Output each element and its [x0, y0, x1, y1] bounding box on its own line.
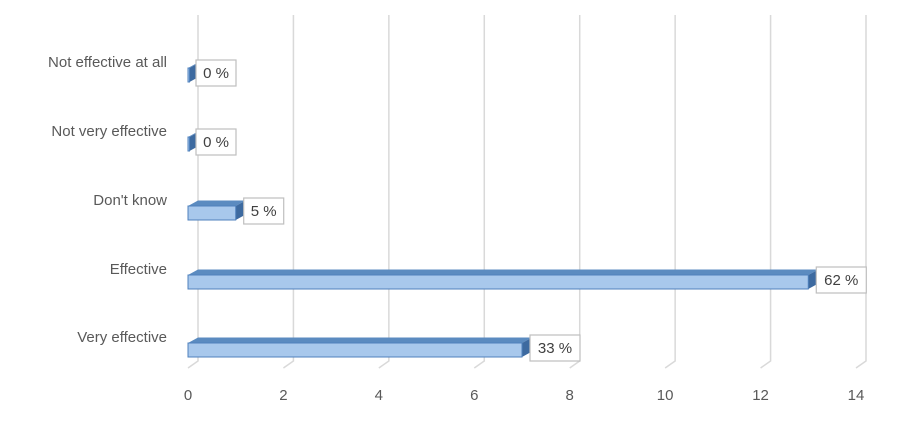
bars: [187, 62, 819, 358]
category-labels: Very effective Effective Don't know Not ver…: [48, 54, 167, 346]
bar-front-face: [187, 274, 809, 290]
data-labels: 33 % 62 % 5 % 0 % 0 %: [195, 59, 867, 362]
x-tick-label: 4: [375, 387, 383, 404]
gridline: [760, 15, 772, 369]
data-label-not-very-effective: 0 %: [195, 128, 237, 156]
x-tick-label: 0: [184, 387, 192, 404]
data-label-text: 33 %: [538, 340, 572, 357]
data-label-text: 0 %: [203, 134, 229, 151]
gridlines: [187, 15, 867, 369]
category-label: Don't know: [93, 192, 167, 209]
x-tick-label: 10: [657, 387, 674, 404]
bar-effective: [187, 269, 819, 290]
bar-front-face: [187, 67, 190, 83]
gridline: [473, 15, 486, 369]
x-tick-label: 2: [279, 387, 287, 404]
bar-top-face: [188, 269, 819, 275]
bar-top-face: [188, 337, 532, 343]
data-label-box: [195, 128, 237, 156]
bar-front-face: [187, 136, 190, 152]
category-label: Not effective at all: [48, 54, 167, 71]
data-label-text: 62 %: [824, 272, 858, 289]
category-label: Very effective: [77, 329, 167, 346]
category-label: Not very effective: [51, 123, 167, 140]
data-label-not-effective-at-all: 0 %: [195, 59, 237, 87]
data-label-text: 0 %: [203, 65, 229, 82]
x-tick-label: 12: [752, 387, 769, 404]
x-tick-label: 14: [848, 387, 865, 404]
x-tick-label: 6: [470, 387, 478, 404]
data-label-text: 5 %: [251, 203, 277, 220]
gridline: [855, 15, 867, 369]
data-label-don-t-know: 5 %: [243, 197, 285, 225]
bar-front-face: [187, 205, 237, 221]
data-label-very-effective: 33 %: [529, 334, 581, 362]
x-tick-labels: 0 2 4 6 8 10 12 14: [184, 387, 865, 404]
bar-don-t-know: [187, 200, 246, 221]
data-label-box: [195, 59, 237, 87]
data-label-box: [815, 266, 867, 294]
gridline: [664, 15, 676, 369]
gridline: [569, 15, 581, 369]
data-label-box: [243, 197, 285, 225]
data-label-box: [529, 334, 581, 362]
bar-top-face: [188, 200, 246, 206]
bar-very-effective: [187, 337, 532, 358]
gridline: [378, 15, 390, 369]
bar-front-face: [187, 342, 523, 358]
category-label: Effective: [110, 261, 167, 278]
data-label-effective: 62 %: [815, 266, 867, 294]
x-tick-label: 8: [566, 387, 574, 404]
gridline: [282, 15, 295, 369]
